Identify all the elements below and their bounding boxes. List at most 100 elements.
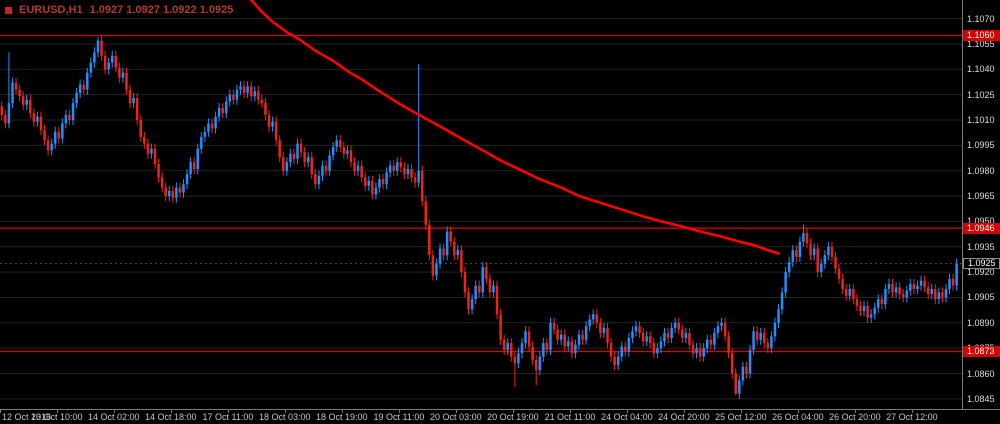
candle-body bbox=[424, 201, 428, 225]
price-tick-label: 1.1055 bbox=[967, 38, 995, 49]
candle-body bbox=[887, 283, 891, 290]
candle-body bbox=[581, 334, 584, 340]
price-tick-label: 1.0890 bbox=[967, 317, 995, 328]
price-tick-label: 1.0935 bbox=[967, 241, 995, 252]
candle-body bbox=[257, 91, 260, 100]
candle-body bbox=[460, 250, 463, 273]
candle-body bbox=[267, 114, 271, 127]
time-tick-mark bbox=[684, 410, 686, 413]
candle-body bbox=[57, 131, 61, 139]
candle-body bbox=[852, 289, 855, 300]
candle-body bbox=[481, 267, 485, 293]
candle-body bbox=[727, 336, 730, 354]
candle-body bbox=[748, 349, 752, 374]
candle-body bbox=[249, 86, 253, 97]
candle-body bbox=[520, 343, 524, 354]
candle-body bbox=[150, 148, 153, 154]
candle-body bbox=[274, 121, 278, 141]
candle-body bbox=[14, 82, 18, 90]
candle-body bbox=[705, 339, 709, 349]
price-tick-label: 1.0950 bbox=[967, 216, 995, 227]
price-tick-label: 1.0860 bbox=[967, 368, 995, 379]
candle-body bbox=[634, 326, 638, 332]
price-tick-label: 1.0980 bbox=[967, 165, 995, 176]
time-tick-mark bbox=[570, 410, 572, 413]
candle-body bbox=[282, 157, 285, 171]
candle-body bbox=[563, 334, 566, 347]
candle-body bbox=[200, 136, 203, 149]
candle-body bbox=[324, 165, 328, 171]
time-tick-label: 21 Oct 11:00 bbox=[544, 412, 596, 422]
candle-body bbox=[396, 162, 399, 171]
candle-body bbox=[549, 322, 552, 350]
candle-body bbox=[766, 343, 770, 349]
candle-body bbox=[759, 332, 762, 340]
time-tick-mark bbox=[627, 410, 629, 413]
candle-body bbox=[214, 116, 217, 129]
candle-body bbox=[884, 289, 887, 305]
candle-body bbox=[591, 314, 595, 320]
candle-body bbox=[488, 278, 492, 293]
candle-body bbox=[791, 250, 795, 262]
moving-average-line[interactable] bbox=[249, 0, 780, 255]
price-axis[interactable]: 1.1070 1.1055 1.1040 1.1025 1.1010 1.0995 1.09… bbox=[962, 0, 1000, 409]
time-tick-label: 13 Oct 10:00 bbox=[31, 412, 83, 422]
candle-body bbox=[463, 272, 467, 293]
candle-body bbox=[349, 150, 353, 163]
chart-canvas[interactable] bbox=[0, 0, 962, 409]
candlestick-chart[interactable]: EURUSD,H1 1.0927 1.0927 1.0922 1.0925 bbox=[0, 0, 962, 409]
candle-body bbox=[29, 99, 32, 114]
candle-body bbox=[64, 114, 68, 124]
time-tick-mark bbox=[513, 410, 515, 413]
candle-body bbox=[716, 326, 720, 333]
price-tick-label: 1.0920 bbox=[967, 267, 995, 278]
candle-body bbox=[178, 187, 182, 193]
time-tick-label: 19 Oct 11:00 bbox=[373, 412, 425, 422]
time-tick-mark bbox=[912, 410, 914, 413]
candle-body bbox=[613, 356, 616, 366]
candle-body bbox=[848, 289, 852, 296]
candle-body bbox=[641, 332, 645, 342]
candle-body bbox=[659, 341, 663, 349]
candle-body bbox=[620, 346, 623, 357]
candle-body bbox=[18, 89, 21, 97]
candle-body bbox=[595, 314, 599, 323]
candle-body bbox=[381, 179, 385, 185]
candle-body bbox=[784, 272, 787, 293]
candle-body bbox=[25, 99, 28, 105]
candle-body bbox=[36, 116, 39, 122]
time-tick-label: 25 Oct 12:00 bbox=[715, 412, 767, 422]
candle-body bbox=[342, 147, 346, 154]
candle-body bbox=[292, 153, 296, 159]
candle-body bbox=[627, 338, 631, 352]
candle-body bbox=[392, 165, 395, 171]
candle-body bbox=[844, 289, 848, 296]
time-axis[interactable]: 12 Oct 2016 13 Oct 10:00 14 Oct 02:00 14 Oc… bbox=[0, 409, 1000, 424]
time-tick-mark bbox=[228, 410, 230, 413]
candle-body bbox=[420, 170, 424, 202]
candle-body bbox=[602, 327, 606, 333]
candle-body bbox=[584, 326, 588, 340]
candle-body bbox=[132, 98, 135, 104]
candle-body bbox=[306, 157, 310, 163]
candle-body bbox=[360, 165, 363, 178]
candle-body bbox=[346, 150, 349, 154]
candle-body bbox=[638, 326, 641, 333]
time-tick-label: 26 Oct 04:00 bbox=[772, 412, 824, 422]
candle-body bbox=[253, 91, 257, 97]
candle-body bbox=[510, 343, 513, 357]
candle-body bbox=[631, 331, 634, 339]
candle-body bbox=[399, 162, 403, 168]
candle-body bbox=[260, 99, 264, 104]
candle-body bbox=[837, 268, 841, 279]
candle-body bbox=[185, 174, 189, 185]
candle-body bbox=[96, 40, 100, 53]
candle-body bbox=[802, 233, 805, 242]
candle-body bbox=[923, 280, 926, 288]
candle-body bbox=[7, 103, 11, 124]
candle-body bbox=[820, 263, 823, 273]
candle-body bbox=[901, 294, 905, 298]
time-tick-mark bbox=[456, 410, 458, 413]
candle-body bbox=[934, 289, 937, 300]
candle-body bbox=[574, 344, 577, 354]
